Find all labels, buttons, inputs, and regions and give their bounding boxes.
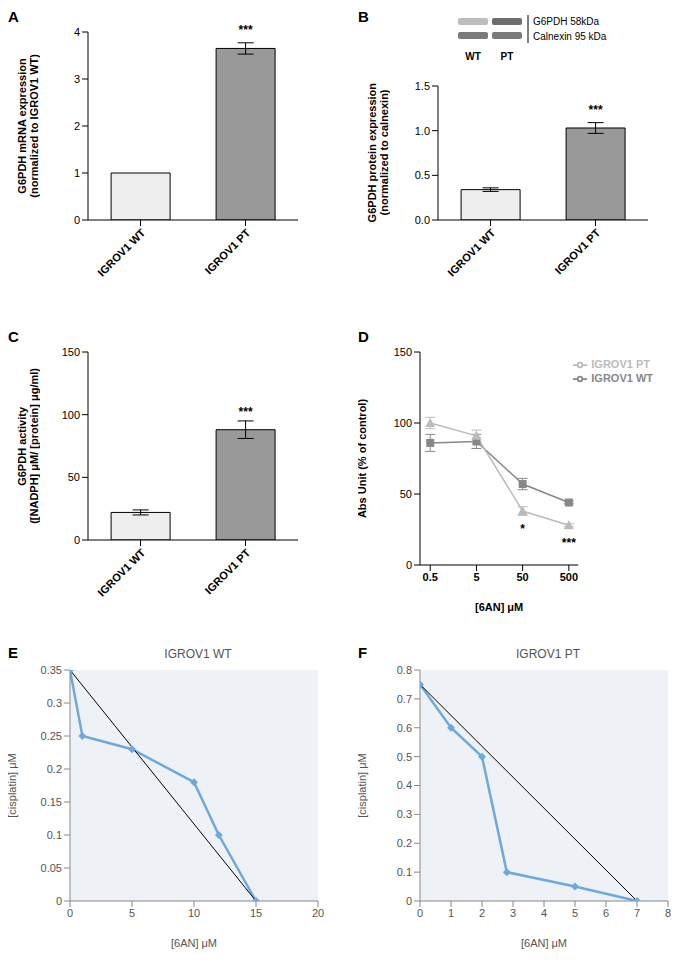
svg-text:100: 100	[394, 417, 412, 429]
svg-text:0.4: 0.4	[397, 779, 412, 791]
svg-text:0: 0	[67, 907, 73, 919]
html-text:B: B	[358, 8, 369, 25]
svg-text:10: 10	[188, 907, 200, 919]
html-text:E: E	[8, 644, 18, 661]
svg-text:4: 4	[74, 26, 80, 38]
svg-text:0: 0	[56, 895, 62, 907]
svg-text:0.1: 0.1	[397, 866, 412, 878]
svg-text:WT: WT	[465, 51, 481, 62]
svg-text:0: 0	[406, 895, 412, 907]
svg-text:IGROV1 PT: IGROV1 PT	[552, 226, 602, 276]
svg-text:1.5: 1.5	[415, 80, 430, 92]
svg-text:0: 0	[406, 559, 412, 571]
html-text:([NADPH] μM/ [protein] μg/ml): ([NADPH] μM/ [protein] μg/ml)	[28, 368, 40, 524]
svg-text:4: 4	[541, 907, 547, 919]
svg-text:IGROV1 WT: IGROV1 WT	[445, 226, 497, 278]
svg-text:5: 5	[473, 571, 479, 583]
html-text:IGROV1 PT: IGROV1 PT	[591, 358, 650, 370]
svg-text:150: 150	[394, 346, 412, 358]
svg-text:0.5: 0.5	[415, 169, 430, 181]
svg-text:0.2: 0.2	[47, 763, 62, 775]
svg-text:G6PDH 58kDa: G6PDH 58kDa	[533, 16, 600, 27]
svg-text:8: 8	[665, 907, 671, 919]
svg-text:50: 50	[400, 488, 412, 500]
svg-text:0: 0	[74, 534, 80, 546]
svg-text:1: 1	[448, 907, 454, 919]
svg-text:0.0: 0.0	[415, 214, 430, 226]
svg-text:50: 50	[517, 571, 529, 583]
svg-text:5: 5	[572, 907, 578, 919]
svg-text:***: ***	[239, 405, 253, 419]
svg-text:500: 500	[560, 571, 578, 583]
svg-text:0: 0	[74, 214, 80, 226]
svg-text:2: 2	[479, 907, 485, 919]
svg-text:0.15: 0.15	[41, 796, 62, 808]
html-text:C: C	[8, 328, 19, 345]
svg-text:0.35: 0.35	[41, 664, 62, 676]
svg-text:0.5: 0.5	[397, 751, 412, 763]
svg-text:15: 15	[250, 907, 262, 919]
svg-text:*: *	[520, 522, 525, 536]
svg-text:***: ***	[562, 536, 576, 550]
html-text:IGROV1 WT: IGROV1 WT	[164, 647, 232, 661]
svg-text:1.0: 1.0	[415, 125, 430, 137]
html-text:G6PDH mRNA expression: G6PDH mRNA expression	[16, 58, 28, 194]
html-text:IGROV1 PT: IGROV1 PT	[516, 647, 580, 661]
svg-text:IGROV1 PT: IGROV1 PT	[202, 226, 252, 276]
svg-text:0.3: 0.3	[397, 808, 412, 820]
svg-text:0.5: 0.5	[423, 571, 438, 583]
svg-text:Calnexin 95 kDa: Calnexin 95 kDa	[533, 31, 607, 42]
svg-text:0.7: 0.7	[397, 693, 412, 705]
html-text:A: A	[8, 8, 19, 25]
svg-text:0.25: 0.25	[41, 730, 62, 742]
svg-text:0.05: 0.05	[41, 862, 62, 874]
svg-text:6: 6	[603, 907, 609, 919]
svg-text:***: ***	[589, 103, 603, 117]
html-text:(normalized to calnexin): (normalized to calnexin)	[378, 90, 390, 216]
svg-text:150: 150	[62, 346, 80, 358]
svg-text:0.2: 0.2	[397, 837, 412, 849]
html-text:D: D	[358, 328, 369, 345]
svg-text:2: 2	[74, 120, 80, 132]
svg-text:0.6: 0.6	[397, 722, 412, 734]
svg-text:0.3: 0.3	[47, 697, 62, 709]
svg-text:[6AN] μM: [6AN] μM	[521, 937, 567, 949]
svg-text:100: 100	[62, 409, 80, 421]
svg-text:IGROV1 WT: IGROV1 WT	[95, 226, 147, 278]
svg-text:20: 20	[312, 907, 324, 919]
svg-text:0.8: 0.8	[397, 664, 412, 676]
svg-text:PT: PT	[501, 51, 514, 62]
svg-text:***: ***	[239, 23, 253, 37]
html-text:(normalized to IGROV1 WT): (normalized to IGROV1 WT)	[28, 54, 40, 198]
svg-text:3: 3	[74, 73, 80, 85]
svg-text:7: 7	[634, 907, 640, 919]
html-text:G6PDH protein expression: G6PDH protein expression	[366, 83, 378, 223]
svg-text:0.1: 0.1	[47, 829, 62, 841]
html-text:F: F	[358, 644, 368, 661]
svg-text:[cisplatin] μM: [cisplatin] μM	[358, 753, 368, 817]
svg-text:Abs Unit (% of control): Abs Unit (% of control)	[358, 399, 368, 518]
html-text:G6PDH activity: G6PDH activity	[16, 406, 28, 486]
svg-text:[6AN] μM: [6AN] μM	[171, 937, 217, 949]
svg-text:IGROV1 PT: IGROV1 PT	[202, 546, 252, 596]
svg-text:[cisplatin] μM: [cisplatin] μM	[8, 753, 18, 817]
svg-text:1: 1	[74, 167, 80, 179]
svg-text:50: 50	[68, 471, 80, 483]
svg-text:3: 3	[510, 907, 516, 919]
svg-text:0: 0	[417, 907, 423, 919]
svg-text:[6AN] μM: [6AN] μM	[475, 601, 523, 613]
svg-text:IGROV1 WT: IGROV1 WT	[95, 546, 147, 598]
svg-text:5: 5	[129, 907, 135, 919]
html-text:IGROV1 WT: IGROV1 WT	[591, 372, 653, 385]
